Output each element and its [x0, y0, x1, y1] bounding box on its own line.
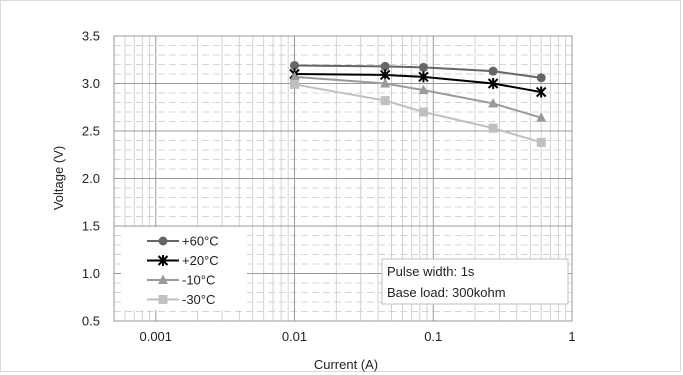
- y-tick-label: 3.0: [82, 76, 100, 91]
- legend-box: [121, 227, 247, 310]
- y-tick-label: 0.5: [82, 314, 100, 329]
- x-tick-label: 0.01: [282, 329, 307, 344]
- data-point: [418, 107, 428, 117]
- legend-item-0: +60°C: [147, 234, 219, 249]
- legend-label: -30°C: [182, 292, 215, 307]
- x-tick-label: 0.1: [424, 329, 442, 344]
- legend-label: -10°C: [182, 273, 215, 288]
- y-tick-label: 2.0: [82, 171, 100, 186]
- series-2: [289, 71, 547, 122]
- legend-marker: [158, 295, 168, 304]
- legend-item-2: -10°C: [147, 273, 215, 288]
- legend-marker: [157, 255, 169, 266]
- data-point: [536, 73, 546, 83]
- annotation-line-2: Base load: 300kohm: [387, 285, 506, 300]
- x-tick-label: 1: [568, 329, 575, 344]
- data-point: [380, 78, 391, 88]
- data-point: [488, 66, 498, 76]
- data-point: [487, 78, 499, 89]
- legend-label: +60°C: [182, 234, 219, 249]
- series-layer: [289, 60, 547, 147]
- legend: +60°C +20°C -10°C -30°C: [121, 227, 247, 310]
- data-point: [488, 97, 499, 108]
- legend-marker: [158, 236, 168, 246]
- y-axis-title: Voltage (V): [51, 146, 66, 210]
- annotation-line-1: Pulse width: 1s: [387, 264, 475, 279]
- series-0: [290, 60, 546, 83]
- annotation-box: Pulse width: 1s Base load: 300kohm: [381, 258, 569, 305]
- data-point: [290, 79, 300, 89]
- data-point: [290, 60, 300, 70]
- data-point: [536, 112, 547, 122]
- data-point: [536, 86, 547, 98]
- legend-item-3: -30°C: [147, 292, 215, 307]
- y-tick-label: 1.0: [82, 266, 100, 281]
- data-point: [418, 84, 429, 95]
- x-tick-label: 0.001: [139, 329, 172, 344]
- series-3: [290, 79, 546, 147]
- series-line: [294, 75, 542, 119]
- legend-label: +20°C: [182, 253, 219, 268]
- data-point: [380, 96, 390, 106]
- data-point: [418, 62, 428, 72]
- legend-marker: [158, 274, 168, 284]
- data-point: [488, 123, 498, 133]
- data-point: [380, 61, 390, 71]
- annotation-frame: [381, 258, 569, 305]
- data-point: [536, 137, 546, 147]
- y-tick-label: 3.5: [82, 29, 100, 44]
- legend-item-1: +20°C: [147, 253, 219, 268]
- x-axis-title: Current (A): [314, 357, 378, 372]
- data-point: [418, 71, 429, 83]
- plot-area-border: [113, 35, 573, 322]
- data-point: [289, 71, 300, 81]
- y-tick-label: 2.5: [82, 124, 100, 139]
- axis-layer: 0.5 1.0 1.5 2.0 2.5 3.0 3.5 0.001 0.01 0.1 1: [82, 29, 576, 345]
- y-tick-label: 1.5: [82, 219, 100, 234]
